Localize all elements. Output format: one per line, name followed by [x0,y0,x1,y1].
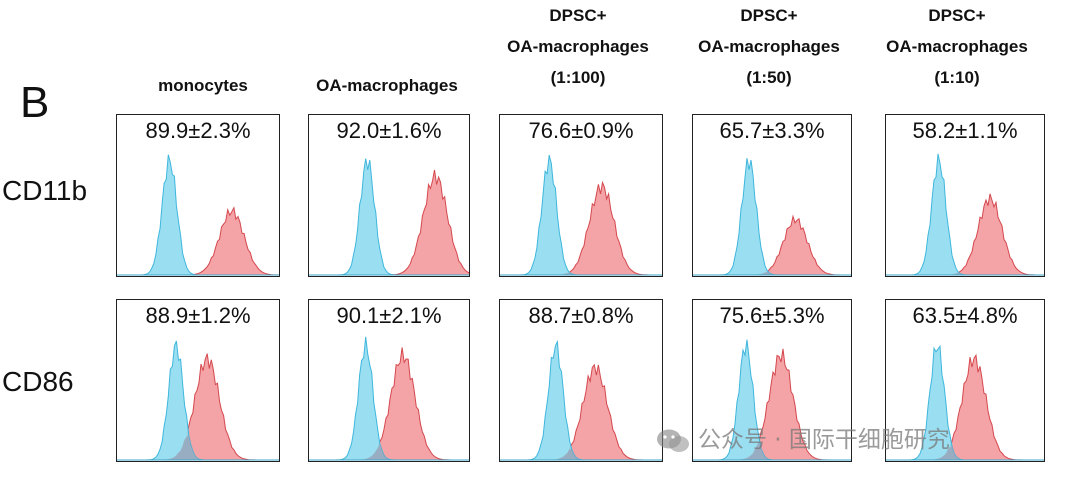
row-label-cd11b: CD11b [2,175,88,206]
histogram-plot [886,344,1044,461]
column-header-line: DPSC+ [928,6,986,25]
histogram-panel: 76.6±0.9% [499,114,663,277]
column-header-line: OA-macrophages [698,37,840,56]
histogram-plot [500,339,662,461]
column-header-monocytes: monocytes [108,70,298,101]
histogram-panel: 90.1±2.1% [308,299,470,462]
column-header-dpsc-1-10: DPSC+ OA-macrophages (1:10) [862,0,1052,93]
histogram-panel: 88.7±0.8% [499,299,663,462]
column-header-dpsc-1-100: DPSC+ OA-macrophages (1:100) [483,0,673,93]
stained-histogram [886,193,1044,276]
percentage-label: 88.7±0.8% [528,303,634,328]
histogram-plot [309,158,469,276]
column-header-line: OA-macrophages [886,37,1028,56]
stained-histogram [500,180,662,276]
row-label-cd86: CD86 [2,366,74,397]
histogram-plot [693,339,851,461]
percentage-label: 58.2±1.1% [912,118,1018,143]
percentage-label: 88.9±1.2% [145,303,251,328]
control-histogram [117,154,279,276]
percentage-label: 92.0±1.6% [336,118,442,143]
column-header-line: DPSC+ [549,6,607,25]
histogram-panel: 63.5±4.8% [885,299,1045,462]
histogram-panel: 89.9±2.3% [116,114,280,277]
histogram-panel: 92.0±1.6% [308,114,470,277]
histogram-plot [117,340,279,461]
histogram-plot [693,158,851,276]
percentage-label: 65.7±3.3% [719,118,825,143]
column-header-line: OA-macrophages [507,37,649,56]
watermark: 公众号 · 国际干细胞研究 [656,420,950,454]
percentage-label: 90.1±2.1% [336,303,442,328]
percentage-label: 89.9±2.3% [145,118,251,143]
column-header-line: (1:50) [746,68,792,87]
histogram-panel: 88.9±1.2% [116,299,280,462]
percentage-label: 63.5±4.8% [912,303,1018,328]
histogram-panel: 58.2±1.1% [885,114,1045,277]
wechat-icon [657,429,689,452]
column-header-line: OA-macrophages [316,76,458,95]
control-histogram [693,158,851,276]
histogram-panel: 75.6±5.3% [692,299,852,462]
stained-histogram [309,347,469,461]
column-header-oa-macrophages: OA-macrophages [292,70,482,101]
stained-histogram [500,363,662,461]
control-histogram [886,153,1044,276]
percentage-label: 76.6±0.9% [528,118,634,143]
column-header-line: monocytes [158,76,248,95]
histogram-plot [500,154,662,276]
column-header-line: DPSC+ [740,6,798,25]
histogram-plot [117,154,279,276]
column-header-line: (1:10) [934,68,980,87]
histogram-panel: 65.7±3.3% [692,114,852,277]
histogram-plot [886,153,1044,276]
column-header-dpsc-1-50: DPSC+ OA-macrophages (1:50) [674,0,864,93]
stained-histogram [117,353,279,461]
watermark-text: 公众号 · 国际干细胞研究 [698,427,950,453]
overlap-region [693,271,851,275]
column-header-line: (1:100) [550,68,606,87]
percentage-label: 75.6±5.3% [719,303,825,328]
stained-histogram [309,169,469,276]
panel-letter: B [20,78,50,127]
stained-histogram [117,206,279,276]
histogram-plot [309,336,469,461]
stained-histogram [693,214,851,276]
